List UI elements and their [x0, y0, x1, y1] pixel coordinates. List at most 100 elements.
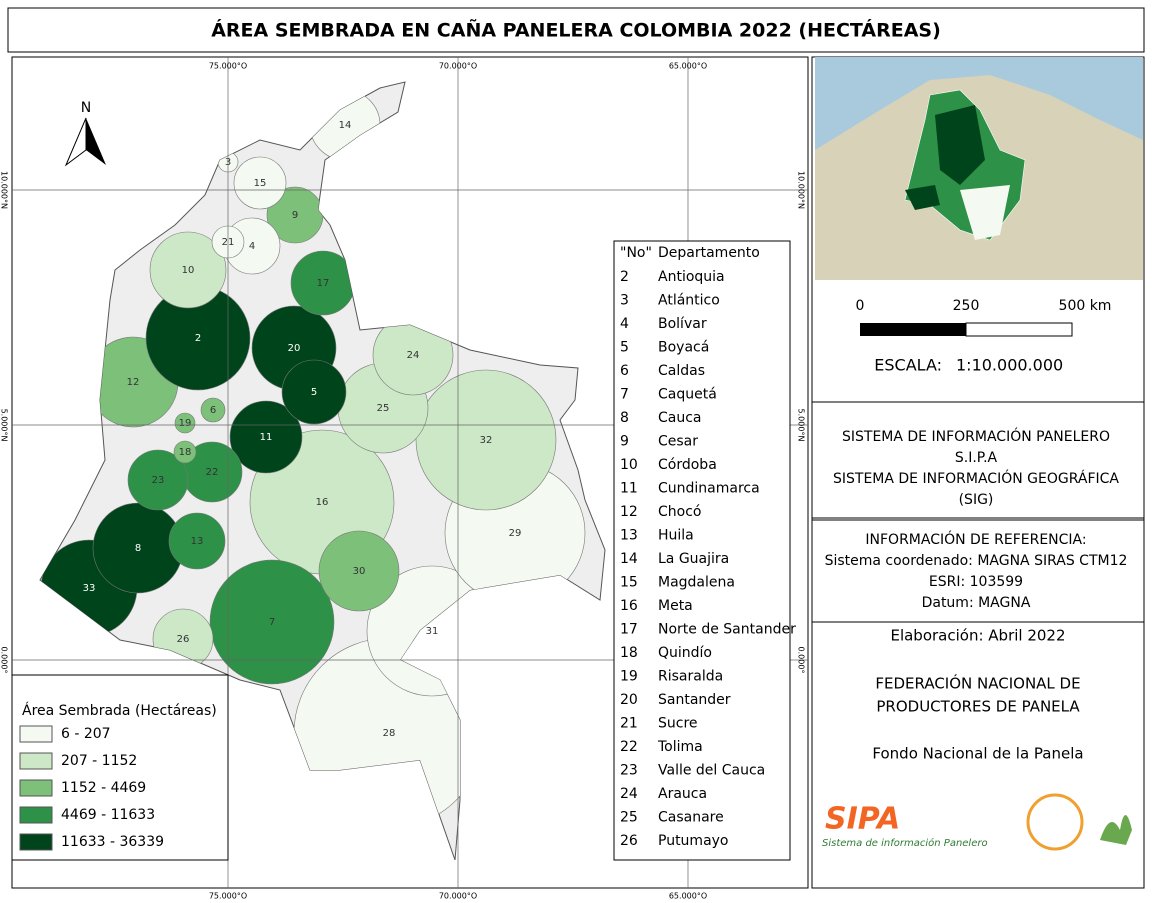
department [174, 412, 196, 434]
department [173, 440, 197, 464]
list-number: 7 [620, 387, 629, 403]
department [415, 369, 557, 511]
scale-tick: 0 [856, 298, 865, 314]
department-label: 29 [509, 528, 522, 539]
title-box [7, 7, 1145, 53]
organization-line: PRODUCTORES DE PANELA [876, 698, 1080, 716]
list-name: La Guajira [658, 551, 729, 567]
reference-line: Sistema coordenado: MAGNA SIRAS CTM12 [825, 553, 1128, 569]
list-number: 19 [620, 669, 638, 685]
department [149, 231, 227, 309]
list-number: 21 [620, 716, 638, 732]
lon-label: 65.000°O [669, 892, 707, 901]
list-number: 15 [620, 575, 638, 591]
lat-label: 5.000°N [797, 409, 806, 442]
department-label: 23 [152, 475, 165, 486]
scale-ratio: 1:10.000.000 [956, 356, 1063, 375]
elaboration: Elaboración: Abril 2022 [890, 627, 1065, 645]
list-name: Sucre [658, 716, 698, 732]
fund: Fondo Nacional de la Panela [872, 745, 1083, 763]
department-label: 18 [179, 447, 192, 458]
department [168, 512, 226, 570]
inset-map [815, 57, 1143, 280]
department-label: 30 [353, 566, 366, 577]
department-label: 9 [292, 210, 298, 221]
fedepanela-logo [1026, 793, 1084, 851]
department-label: 14 [339, 120, 352, 131]
north-arrow: N [64, 100, 106, 167]
reference-line: Datum: MAGNA [922, 595, 1031, 611]
legend-swatch [19, 725, 53, 743]
department-label: 22 [206, 467, 219, 478]
list-name: Putumayo [658, 833, 729, 849]
fondo-logo [1100, 815, 1132, 845]
department [233, 156, 287, 210]
list-name: Meta [658, 598, 693, 614]
title: ÁREA SEMBRADA EN CAÑA PANELERA COLOMBIA … [211, 18, 941, 42]
list-header: Departamento [658, 245, 760, 261]
department-label: 15 [254, 178, 267, 189]
department-label: 4 [249, 241, 255, 252]
list-number: 26 [620, 833, 638, 849]
legend-label: 4469 - 11633 [61, 807, 155, 823]
list-number: 8 [620, 410, 629, 426]
department-label: 31 [426, 626, 439, 637]
map: 2831293216730252433812220101151791415421… [0, 57, 808, 901]
department [200, 397, 226, 423]
department-label: 26 [177, 634, 190, 645]
list-number: 5 [620, 340, 629, 356]
list-name: Cauca [658, 410, 702, 426]
legend-title: Área Sembrada (Hectáreas) [22, 702, 217, 719]
department-label: 11 [260, 432, 273, 443]
list-name: Antioquia [658, 269, 725, 285]
lat-label: 5.000°N [0, 409, 9, 442]
scale-tick: 500 km [1059, 298, 1112, 314]
list-name: Risaralda [658, 669, 723, 685]
info-line: S.I.P.A [955, 450, 998, 466]
sipa-subtitle: Sistema de información Panelero [822, 837, 988, 849]
legend-label: 6 - 207 [61, 726, 111, 742]
list-name: Boyacá [658, 340, 709, 356]
reference-line: INFORMACIÓN DE REFERENCIA: [865, 530, 1086, 548]
department [281, 359, 347, 425]
department-label: 17 [317, 278, 330, 289]
list-number: 4 [620, 316, 629, 332]
list-name: Valle del Cauca [658, 763, 765, 779]
legend-swatch [19, 779, 53, 797]
department-label: 6 [210, 405, 216, 416]
list-name: Magdalena [658, 575, 735, 591]
list-name: Atlántico [658, 293, 720, 309]
department-label: 7 [269, 617, 275, 628]
department [127, 449, 189, 511]
list-name: Cesar [658, 434, 698, 450]
list-number: 10 [620, 457, 638, 473]
list-name: Tolima [657, 739, 703, 755]
department-label: 32 [480, 435, 493, 446]
department-label: 33 [83, 583, 96, 594]
lat-label: 10.000°N [0, 171, 9, 209]
list-number: 16 [620, 598, 638, 614]
scale-tick: 250 [953, 298, 980, 314]
department-label: 16 [316, 497, 329, 508]
reference-box [811, 519, 1145, 623]
department-label: 28 [383, 728, 396, 739]
department-label: 24 [407, 350, 420, 361]
list-name: Norte de Santander [658, 622, 796, 638]
department-label: 2 [195, 333, 201, 344]
list-number: 17 [620, 622, 638, 638]
list-number: 13 [620, 528, 638, 544]
list-number: 11 [620, 481, 638, 497]
list-name: Cundinamarca [658, 481, 760, 497]
list-number: 12 [620, 504, 638, 520]
lon-label: 70.000°O [439, 62, 477, 71]
scale-bar-dark [860, 323, 966, 336]
department [318, 530, 400, 612]
department-label: 19 [179, 418, 192, 429]
north-label: N [81, 100, 91, 116]
list-name: Santander [658, 692, 731, 708]
department-list-box [613, 240, 791, 861]
legend-label: 207 - 1152 [61, 753, 137, 769]
info-text: SISTEMA DE INFORMACIÓN PANELERO S.I.P.A SI… [825, 427, 1128, 611]
info-line: (SIG) [959, 492, 994, 508]
organization-line: FEDERACIÓN NACIONAL DE [875, 674, 1080, 693]
